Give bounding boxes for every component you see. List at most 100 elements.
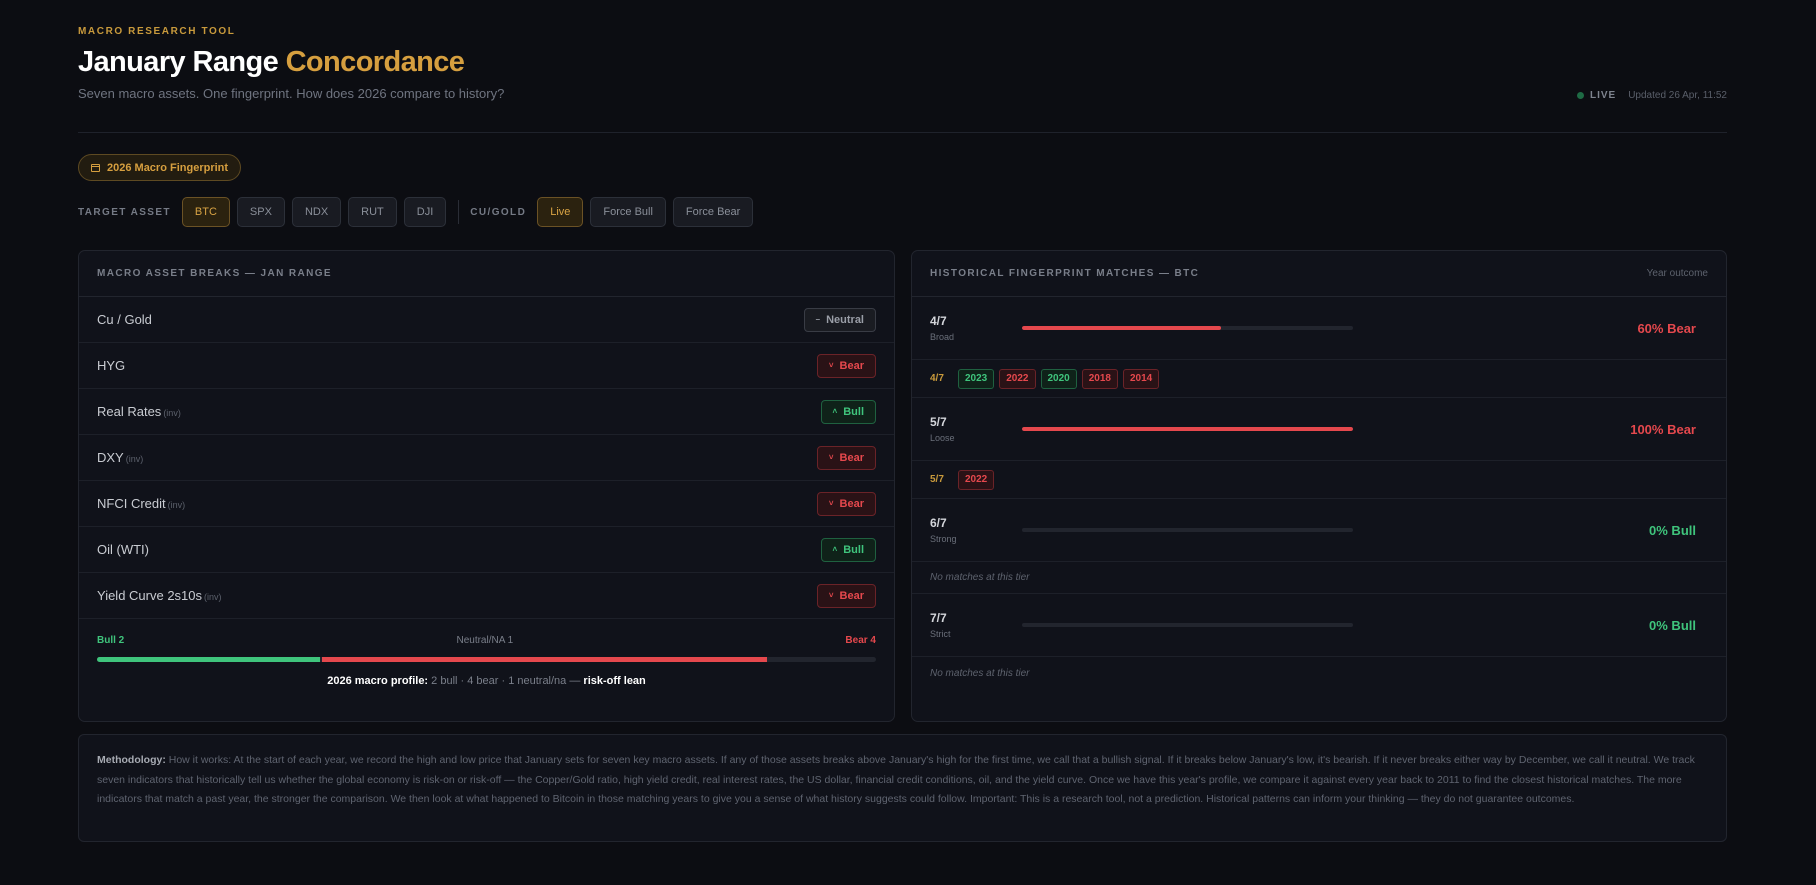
tier-bar-track [1022,427,1353,431]
cugold-mode-group: Live Force Bull Force Bear [537,197,760,227]
bear-count-label: Bear 4 [845,635,876,646]
tier-rows: 4/7 Broad 60% Bear 4/7 2023 2022 2020 2018 2014 5… [912,297,1726,689]
tier-name: Strong [930,534,957,544]
tier-outcome: 0% Bull [1649,522,1696,538]
asset-name: Oil (WTI) [97,542,149,557]
chevron-up-icon: ˄ [832,406,838,416]
asset-button-dji[interactable]: DJI [403,197,447,227]
tier-id: 4/7 Broad [930,314,1022,342]
target-asset-group: BTC SPX NDX RUT DJI [181,197,453,227]
asset-name: HYG [97,358,125,373]
year-chip-2022[interactable]: 2022 [958,469,995,490]
breaks-distribution-bar [97,657,876,662]
tier-id: 5/7 Loose [930,415,1022,443]
page-subtitle: Seven macro assets. One fingerprint. How… [78,86,505,101]
tier-fraction: 7/7 [930,611,947,625]
tier-name: Strict [930,629,951,639]
year-outcome-label: Year outcome [1646,268,1708,279]
methodology-label: Methodology: [97,754,166,766]
year-chip-2020[interactable]: 2020 [1040,368,1077,389]
asset-name-text: NFCI Credit [97,496,166,511]
macro-profile: 2026 macro profile: 2 bull · 4 bear · 1 … [97,675,876,687]
tier-name: Loose [930,433,955,443]
inverted-tag: (inv) [204,592,222,602]
tier-id: 6/7 Strong [930,516,1022,544]
year-chip-2023[interactable]: 2023 [958,368,995,389]
asset-button-ndx[interactable]: NDX [291,197,342,227]
tier-outcome: 60% Bear [1637,320,1696,336]
calendar-icon [91,163,100,172]
profile-label: 2026 macro profile: [327,675,429,687]
chevron-down-icon: ˅ [828,590,834,600]
asset-row-dxy: DXY (inv) ˅ Bear [79,435,894,481]
asset-button-btc[interactable]: BTC [181,197,230,227]
tier-name: Broad [930,332,955,342]
asset-name-text: DXY [97,450,124,465]
chevron-down-icon: ˅ [828,452,834,462]
live-dot-icon [1576,92,1584,99]
asset-button-rut[interactable]: RUT [348,197,397,227]
no-match-text: No matches at this tier [912,562,1726,594]
mode-button-force-bull[interactable]: Force Bull [590,197,666,227]
tier-row-broad: 4/7 Broad 60% Bear [912,297,1726,360]
year-chip-2014[interactable]: 2014 [1123,368,1160,389]
fingerprint-matches-panel: HISTORICAL FINGERPRINT MATCHES — BTC Yea… [911,250,1727,722]
asset-row-yield-curve-2s10s: Yield Curve 2s10s (inv) ˅ Bear [79,573,894,619]
signal-label: Bull [843,405,864,418]
asset-name-text: Real Rates [97,404,162,419]
chevron-down-icon: ˅ [828,360,834,370]
asset-row-hyg: HYG ˅ Bear [79,343,894,389]
signal-badge: ˅ Bear [816,583,876,608]
asset-name: Real Rates (inv) [97,404,181,419]
asset-name-text: HYG [97,358,126,373]
tier-fraction: 6/7 [930,516,947,530]
asset-rows: Cu / Gold – Neutral HYG ˅ Bear Real Rates (inv)… [79,297,894,619]
inverted-tag: (inv) [167,500,186,510]
macro-breaks-header: MACRO ASSET BREAKS — JAN RANGE [79,251,894,297]
asset-row-real-rates: Real Rates (inv) ˄ Bull [79,389,894,435]
asset-name: Yield Curve 2s10s (inv) [97,588,222,603]
chevron-up-icon: ˄ [832,544,838,554]
profile-detail: 2 bull · 4 bear · 1 neutral/na — [431,675,581,687]
target-asset-label: TARGET ASSET [78,206,171,218]
fingerprint-pill[interactable]: 2026 Macro Fingerprint [78,154,242,181]
summary-labels: Bull 2 Neutral/NA 1 Bear 4 [97,635,876,646]
bull-count-label: Bull 2 [97,635,125,646]
signal-badge: – Neutral [803,307,876,332]
controls-divider [458,200,460,224]
updated-timestamp: Updated 26 Apr, 11:52 [1628,90,1727,101]
year-chip-2018[interactable]: 2018 [1081,368,1118,389]
tier-bar-fill [1022,326,1221,330]
signal-badge: ˄ Bull [820,537,876,562]
bull-segment [97,657,320,662]
chevron-down-icon: ˅ [828,498,834,508]
asset-name-text: Yield Curve 2s10s [97,588,203,603]
page-title: January Range Concordance [78,46,465,79]
mode-button-force-bear[interactable]: Force Bear [672,197,754,227]
year-chip-2022[interactable]: 2022 [999,368,1036,389]
title-main: January Range [78,46,279,78]
tier-fraction: 4/7 [930,314,947,328]
no-match-text: No matches at this tier [930,667,1030,679]
mode-button-live[interactable]: Live [537,197,584,227]
minus-icon: – [815,314,821,324]
inverted-tag: (inv) [125,454,144,464]
methodology-text: How it works: At the start of each year,… [97,754,1695,805]
fingerprint-pill-label: 2026 Macro Fingerprint [107,161,229,174]
inverted-tag: (inv) [163,408,181,418]
asset-row-cu-gold: Cu / Gold – Neutral [79,297,894,343]
tier-outcome: 100% Bear [1630,421,1696,437]
asset-button-spx[interactable]: SPX [236,197,285,227]
matches-title: HISTORICAL FINGERPRINT MATCHES — BTC [930,268,1200,279]
signal-label: Bear [839,497,864,510]
controls-bar: TARGET ASSET BTC SPX NDX RUT DJI CU/GOLD Liv… [78,197,760,227]
asset-name-text: Oil (WTI) [97,542,149,557]
signal-label: Bull [843,543,864,556]
tier-outcome: 0% Bull [1649,617,1696,633]
signal-label: Bear [839,451,864,464]
profile-lean: risk-off lean [583,675,646,687]
matched-years-fraction: 4/7 [930,373,944,384]
cugold-label: CU/GOLD [470,206,527,218]
matches-header: HISTORICAL FINGERPRINT MATCHES — BTC Yea… [912,251,1726,297]
signal-label: Bear [839,589,864,602]
